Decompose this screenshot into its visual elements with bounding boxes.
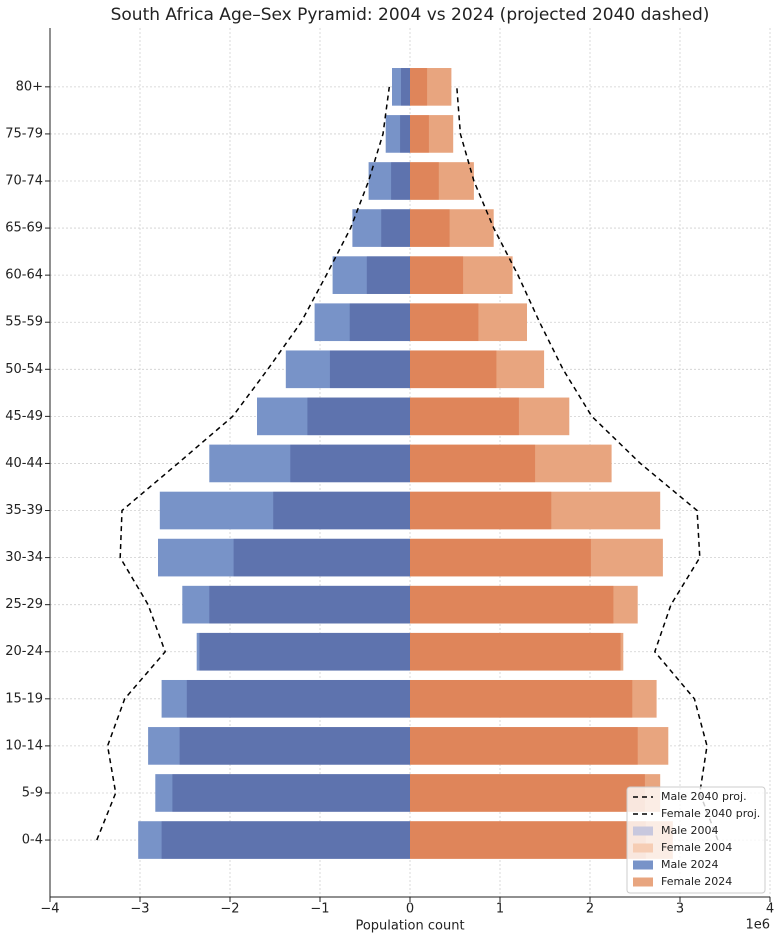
bar (410, 209, 450, 247)
bar (172, 774, 410, 812)
y-tick-label: 5-9 (22, 785, 43, 800)
legend-label: Female 2024 (661, 875, 732, 888)
legend-swatch (633, 826, 653, 836)
y-tick-label: 15-19 (5, 691, 43, 706)
bar (410, 397, 519, 436)
x-tick-label: 3 (676, 902, 684, 917)
x-tick-label: −3 (130, 902, 149, 917)
bar (307, 397, 410, 436)
bar (273, 491, 410, 530)
x-offset-label: 1e6 (745, 918, 770, 933)
projection-line (456, 86, 719, 841)
bar (199, 632, 410, 671)
bar (410, 115, 429, 153)
bar (410, 350, 497, 389)
y-tick-label: 65-69 (5, 221, 43, 236)
legend-swatch (633, 860, 653, 870)
y-tick-label: 60-64 (5, 268, 43, 283)
bar (366, 256, 410, 294)
bar (401, 68, 410, 106)
bar (161, 821, 410, 859)
bar (410, 68, 428, 106)
y-tick-label: 0-4 (22, 833, 43, 848)
y-tick-label: 55-59 (5, 315, 43, 330)
y-tick-label: 50-54 (5, 362, 43, 377)
x-tick-label: −1 (310, 902, 329, 917)
bar (391, 162, 410, 200)
x-tick-label: 4 (766, 902, 774, 917)
bar (410, 256, 464, 294)
legend-swatch (633, 877, 653, 887)
legend-box (626, 786, 766, 894)
x-tick-label: −2 (220, 902, 239, 917)
bar (179, 727, 410, 765)
bar (410, 444, 536, 483)
bar (410, 774, 645, 812)
legend-swatch (633, 843, 653, 853)
legend-label: Female 2004 (661, 841, 732, 854)
y-tick-label: 35-39 (5, 503, 43, 518)
legend-label: Male 2040 proj. (661, 790, 747, 803)
y-tick-label: 70-74 (5, 173, 43, 188)
bar (410, 303, 479, 342)
legend-label: Male 2004 (661, 824, 719, 837)
y-tick-label: 20-24 (5, 644, 43, 659)
legend-label: Male 2024 (661, 858, 719, 871)
y-tick-label: 75-79 (5, 126, 43, 141)
bar (410, 821, 646, 859)
x-axis-label: Population count (355, 919, 464, 934)
y-tick-label: 45-49 (5, 409, 43, 424)
bar (186, 679, 410, 718)
bar (410, 585, 614, 624)
bar (233, 538, 410, 577)
bar (209, 585, 410, 624)
bar (381, 209, 410, 247)
projection-line (96, 86, 391, 841)
legend-label: Female 2040 proj. (661, 807, 760, 820)
bar (400, 115, 410, 153)
x-tick-label: 2 (586, 902, 594, 917)
y-tick-label: 25-29 (5, 597, 43, 612)
legend: Male 2040 proj. Female 2040 proj. Male 200… (626, 786, 766, 894)
y-tick-label: 10-14 (5, 738, 43, 753)
y-tick-label: 30-34 (5, 550, 43, 565)
y-tick-label: 40-44 (5, 456, 43, 471)
x-tick-label: 1 (496, 902, 504, 917)
chart-title: South Africa Age–Sex Pyramid: 2004 vs 20… (111, 5, 710, 25)
bar (410, 538, 591, 577)
bar (410, 632, 621, 671)
y-tick-label: 80+ (16, 79, 43, 94)
bar (329, 350, 410, 389)
bar (290, 444, 410, 483)
bar (410, 727, 638, 765)
bar (410, 491, 552, 530)
x-tick-label: −4 (40, 902, 59, 917)
x-tick-label: 0 (406, 902, 414, 917)
bar (410, 162, 439, 200)
bar (349, 303, 410, 342)
bar (410, 679, 633, 718)
